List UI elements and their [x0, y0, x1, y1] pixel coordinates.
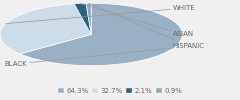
Text: HISPANIC: HISPANIC	[89, 3, 205, 49]
Wedge shape	[20, 3, 182, 66]
Legend: 64.3%, 32.7%, 2.1%, 0.9%: 64.3%, 32.7%, 2.1%, 0.9%	[55, 85, 185, 96]
Text: BLACK: BLACK	[5, 48, 173, 67]
Text: ASIAN: ASIAN	[80, 4, 194, 37]
Wedge shape	[86, 3, 91, 34]
Wedge shape	[74, 3, 91, 34]
Wedge shape	[0, 4, 91, 54]
Text: WHITE: WHITE	[6, 5, 196, 24]
